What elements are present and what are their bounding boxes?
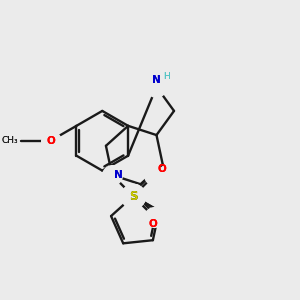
Point xyxy=(154,84,159,89)
Text: O: O xyxy=(148,219,157,229)
Text: CH₃: CH₃ xyxy=(1,136,18,145)
Text: O: O xyxy=(157,164,166,174)
Text: S: S xyxy=(129,190,137,202)
Point xyxy=(131,194,136,199)
Text: S: S xyxy=(129,190,137,202)
Text: O: O xyxy=(157,164,166,174)
Text: H: H xyxy=(163,71,170,80)
Text: H: H xyxy=(163,71,170,80)
Text: N: N xyxy=(114,170,122,180)
Text: O: O xyxy=(46,136,55,146)
Point xyxy=(152,172,157,177)
Point xyxy=(48,138,53,143)
Point xyxy=(131,194,136,199)
Point xyxy=(152,215,157,220)
Text: CH₃: CH₃ xyxy=(1,136,18,145)
Text: O: O xyxy=(46,136,55,146)
Text: N: N xyxy=(114,170,122,180)
Text: N: N xyxy=(152,75,161,85)
Text: N: N xyxy=(152,75,161,85)
Text: O: O xyxy=(148,219,157,229)
Text: S: S xyxy=(129,190,137,202)
Point xyxy=(110,172,115,177)
Text: S: S xyxy=(129,190,137,202)
